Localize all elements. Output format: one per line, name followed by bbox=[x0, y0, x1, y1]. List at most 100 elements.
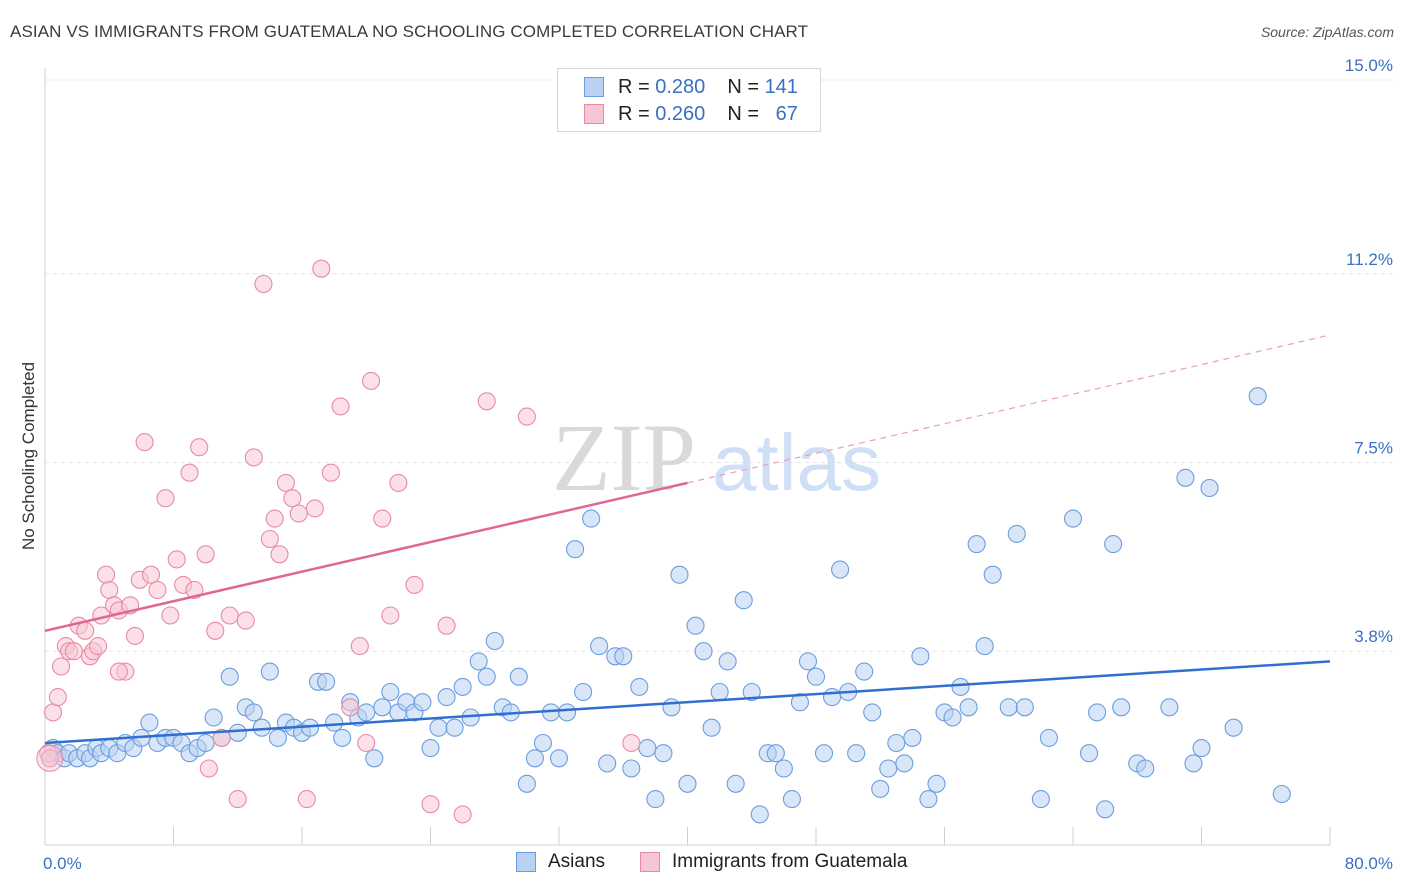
guatemala-point bbox=[100, 580, 119, 600]
asian-point bbox=[983, 565, 1002, 584]
asian-point bbox=[718, 652, 737, 671]
asian-point bbox=[1192, 739, 1211, 758]
asian-point bbox=[831, 560, 850, 579]
r-label: R = bbox=[618, 75, 650, 98]
asian-point bbox=[1104, 535, 1123, 554]
asian-point bbox=[766, 744, 785, 763]
y-tick-label: 11.2% bbox=[1346, 250, 1393, 269]
asian-point bbox=[1112, 698, 1131, 717]
asian-point bbox=[638, 739, 657, 758]
guatemala-point bbox=[156, 489, 175, 508]
data-points bbox=[36, 259, 1291, 824]
asian-point bbox=[1080, 744, 1099, 763]
watermark-zip: ZIP bbox=[552, 404, 696, 511]
asian-point bbox=[1007, 524, 1026, 543]
asian-point bbox=[485, 631, 504, 651]
asian-point bbox=[686, 616, 705, 635]
series-legend: Asians Immigrants from Guatemala bbox=[0, 851, 1406, 877]
asian-point bbox=[662, 698, 681, 717]
guatemala-point bbox=[389, 473, 408, 492]
asian-point bbox=[999, 698, 1018, 717]
asian-point bbox=[622, 759, 641, 778]
asian-point bbox=[574, 682, 593, 702]
asian-point bbox=[204, 708, 223, 727]
asian-point bbox=[590, 637, 609, 656]
guatemala-point bbox=[190, 438, 209, 457]
trend-lines bbox=[44, 334, 1331, 745]
asian-point bbox=[421, 739, 440, 758]
guatemala-point bbox=[88, 637, 108, 656]
asian-point bbox=[365, 749, 384, 768]
guatemala-point bbox=[125, 626, 144, 645]
n-label: N = bbox=[727, 102, 759, 125]
guatemala-point bbox=[622, 733, 641, 753]
guatemala-point bbox=[196, 545, 215, 564]
asian-point bbox=[525, 749, 544, 768]
guatemala-point bbox=[517, 407, 536, 426]
legend-item-asians[interactable]: Asians bbox=[516, 851, 605, 873]
guatemala-point bbox=[52, 657, 71, 676]
asian-point bbox=[533, 733, 552, 753]
guatemala-point bbox=[260, 529, 279, 549]
asian-point bbox=[509, 667, 528, 686]
asian-point bbox=[196, 733, 215, 753]
guatemala-point bbox=[305, 499, 324, 518]
r-value: 0.280 bbox=[655, 75, 706, 98]
guatemala-point bbox=[265, 509, 284, 528]
asian-point bbox=[967, 535, 986, 554]
guatemala-point bbox=[283, 489, 302, 508]
asian-point bbox=[702, 718, 721, 737]
n-label: N = bbox=[727, 75, 759, 98]
asian-point bbox=[1224, 718, 1243, 737]
asian-point bbox=[943, 708, 962, 727]
n-value: 141 bbox=[764, 75, 798, 98]
asian-point bbox=[782, 790, 801, 809]
guatemala-point bbox=[331, 397, 350, 416]
asian-point bbox=[903, 728, 922, 747]
asian-point bbox=[517, 774, 536, 793]
grid-lines bbox=[45, 79, 1395, 652]
asian-point bbox=[742, 682, 761, 702]
guatemala-point bbox=[109, 662, 128, 681]
guatemala-point bbox=[421, 795, 440, 814]
asian-point bbox=[694, 642, 713, 661]
tick-labels: 3.8% 7.5% 11.2% 15.0% 0.0% 80.0% bbox=[43, 56, 1393, 873]
asian-point bbox=[734, 591, 753, 610]
guatemala-point bbox=[199, 759, 218, 778]
asian-point bbox=[646, 790, 665, 809]
asian-point bbox=[582, 509, 601, 528]
asian-point bbox=[244, 703, 263, 722]
x-tick-label: 80.0% bbox=[1345, 854, 1393, 873]
guatemala-point bbox=[276, 473, 295, 492]
asian-point bbox=[1088, 703, 1107, 722]
guatemala-point bbox=[161, 606, 180, 625]
asian-point bbox=[670, 565, 689, 584]
legend-item-guatemala[interactable]: Immigrants from Guatemala bbox=[640, 851, 907, 873]
guatemala-point bbox=[270, 545, 289, 564]
asian-point bbox=[774, 759, 793, 778]
chart-title: ASIAN VS IMMIGRANTS FROM GUATEMALA NO SC… bbox=[10, 22, 809, 41]
legend-label: Immigrants from Guatemala bbox=[672, 851, 908, 872]
y-tick-label: 3.8% bbox=[1354, 627, 1393, 646]
asians-trend-line bbox=[44, 660, 1331, 745]
guatemala-point bbox=[312, 259, 331, 278]
asian-point bbox=[445, 718, 464, 737]
asian-point bbox=[630, 677, 649, 696]
axes bbox=[44, 68, 1331, 846]
r-label: R = bbox=[618, 102, 650, 125]
asian-point bbox=[1136, 759, 1155, 778]
asian-point bbox=[1272, 784, 1291, 804]
guatemala-swatch bbox=[584, 104, 604, 124]
y-tick-label: 7.5% bbox=[1354, 439, 1393, 458]
guatemala-point bbox=[297, 790, 316, 809]
asian-point bbox=[140, 713, 159, 732]
asian-point bbox=[911, 647, 930, 666]
asian-point bbox=[654, 744, 673, 763]
asian-point bbox=[268, 728, 287, 747]
guatemala-point bbox=[381, 606, 400, 625]
r-value: 0.260 bbox=[655, 102, 706, 125]
guatemala-point bbox=[40, 749, 59, 768]
guatemala-point bbox=[64, 642, 83, 661]
guatemala-point bbox=[357, 733, 376, 753]
guatemala-point bbox=[36, 744, 64, 772]
